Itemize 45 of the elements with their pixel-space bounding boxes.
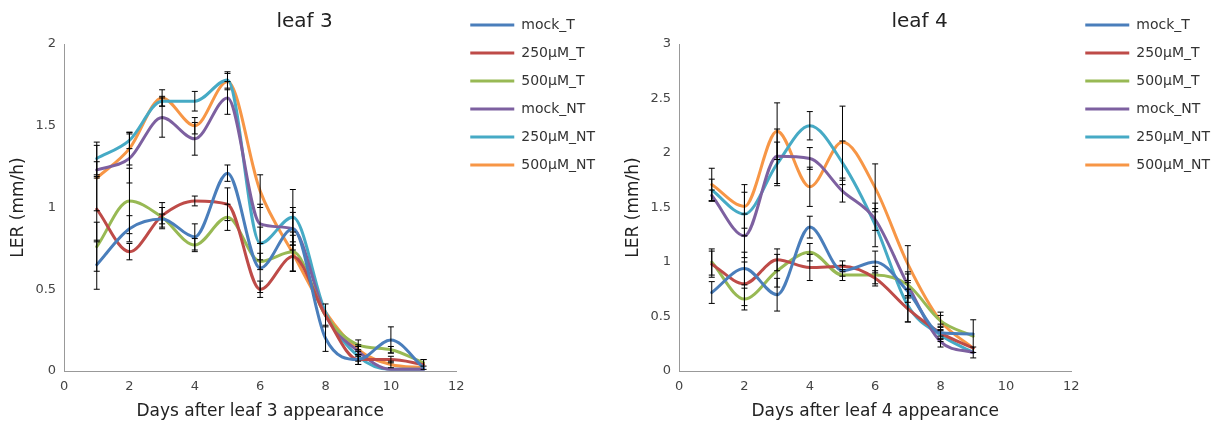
line-series bbox=[710, 225, 975, 336]
y-axis-title: LER (mm/h) bbox=[621, 157, 642, 258]
legend-label: 500µM_NT bbox=[521, 155, 596, 172]
x-tick-label: 4 bbox=[805, 378, 814, 394]
x-axis-title: Days after leaf 3 appearance bbox=[136, 400, 384, 421]
x-tick-label: 10 bbox=[382, 378, 400, 394]
chart-title: leaf 4 bbox=[891, 8, 948, 33]
x-tick-label: 8 bbox=[321, 378, 330, 394]
legend-label: 250µM_T bbox=[521, 43, 585, 60]
legend-label: 250µM_NT bbox=[521, 127, 596, 144]
y-axis-title: LER (mm/h) bbox=[6, 157, 27, 258]
x-axis-title: Days after leaf 4 appearance bbox=[751, 400, 999, 421]
legend-label: 500µM_T bbox=[1136, 71, 1200, 88]
y-tick-label: 0 bbox=[47, 362, 57, 378]
y-tick-label: 0 bbox=[662, 362, 672, 378]
y-tick-label: 1.5 bbox=[35, 117, 57, 133]
x-tick-label: 2 bbox=[740, 378, 749, 394]
y-tick-label: 2 bbox=[47, 35, 57, 51]
legend-label: 250µM_NT bbox=[1136, 127, 1211, 144]
legend-label: 250µM_T bbox=[1136, 43, 1200, 60]
y-tick-label: 1.5 bbox=[650, 198, 672, 214]
y-tick-label: 0.5 bbox=[650, 307, 672, 323]
legend-label: 500µM_NT bbox=[1136, 155, 1211, 172]
legend-label: 500µM_T bbox=[521, 71, 585, 88]
chart-title: leaf 3 bbox=[276, 8, 333, 33]
legend-label: mock_NT bbox=[1136, 99, 1201, 116]
x-tick-label: 10 bbox=[997, 378, 1015, 394]
x-tick-label: 0 bbox=[59, 378, 69, 394]
x-tick-label: 0 bbox=[674, 378, 684, 394]
y-tick-label: 2 bbox=[662, 144, 672, 160]
legend-label: mock_T bbox=[521, 15, 576, 32]
x-tick-label: 6 bbox=[256, 378, 265, 394]
y-tick-label: 1 bbox=[47, 198, 57, 214]
x-tick-label: 12 bbox=[1062, 378, 1080, 394]
x-tick-label: 12 bbox=[447, 378, 465, 394]
x-tick-label: 6 bbox=[871, 378, 880, 394]
y-tick-label: 2.5 bbox=[650, 89, 672, 105]
legend-label: mock_T bbox=[1136, 15, 1191, 32]
x-tick-label: 4 bbox=[190, 378, 199, 394]
y-tick-label: 3 bbox=[662, 35, 672, 51]
x-tick-label: 2 bbox=[125, 378, 134, 394]
y-tick-label: 1 bbox=[662, 253, 672, 269]
y-tick-label: 0.5 bbox=[35, 280, 57, 296]
legend-label: mock_NT bbox=[521, 99, 586, 116]
x-tick-label: 8 bbox=[936, 378, 945, 394]
